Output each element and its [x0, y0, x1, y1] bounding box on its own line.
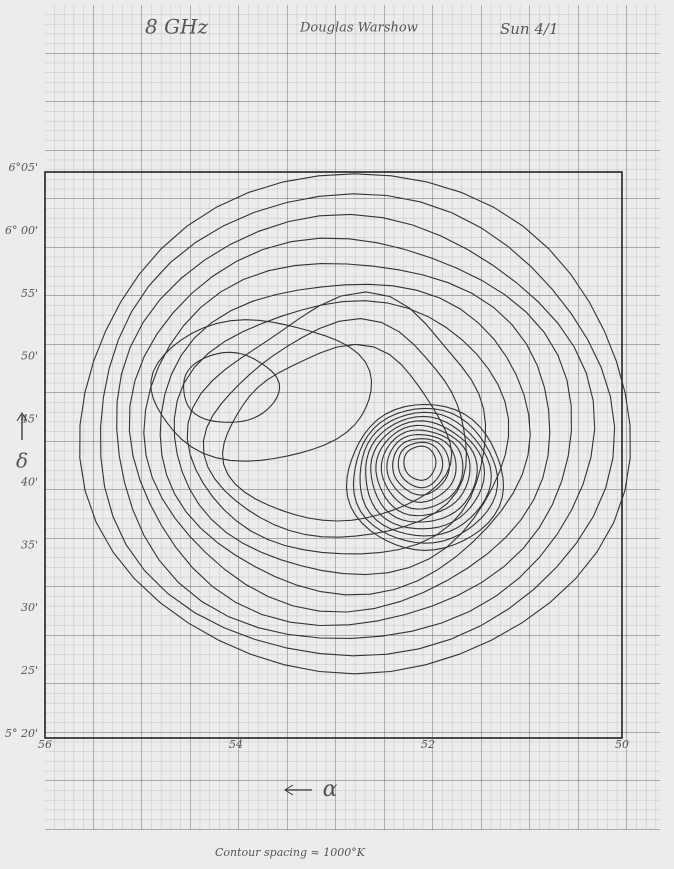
x-label: 56 — [38, 738, 52, 751]
x-symbol: α — [323, 777, 338, 802]
x-label: 54 — [229, 738, 243, 751]
date: Sun 4/1 — [500, 20, 559, 38]
y-symbol: δ — [16, 449, 28, 473]
author: Douglas Warshow — [299, 21, 418, 36]
x-label: 50 — [615, 738, 629, 751]
y-label: 40' — [20, 475, 38, 488]
coarse-grid — [45, 5, 660, 830]
contour-map-sheet: 8 GHz Douglas Warshow Sun 4/1 6°05' 6° 00… — [0, 0, 674, 869]
y-label: 35' — [21, 538, 38, 551]
y-label: 6°05' — [8, 161, 38, 174]
y-label: 55' — [21, 287, 38, 300]
x-label: 52 — [421, 738, 435, 751]
y-label: 50' — [21, 350, 38, 363]
y-label: 6° 00' — [5, 224, 38, 237]
y-label: 30' — [21, 601, 38, 614]
y-label: 5° 20' — [5, 727, 38, 740]
footer-note: Contour spacing ≈ 1000°K — [215, 846, 366, 859]
frequency: 8 GHz — [145, 15, 209, 39]
y-label: 25' — [20, 664, 38, 677]
